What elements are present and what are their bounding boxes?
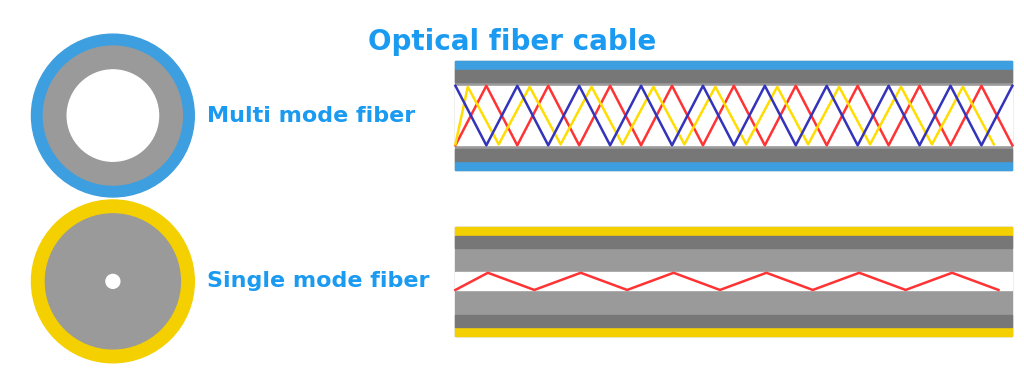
Circle shape <box>68 70 159 161</box>
Bar <box>456 236 1013 248</box>
Bar <box>456 61 1013 170</box>
Circle shape <box>32 34 195 197</box>
Bar <box>456 227 1013 336</box>
Bar <box>456 227 1013 236</box>
Circle shape <box>45 214 180 349</box>
Bar <box>456 161 1013 170</box>
Circle shape <box>105 274 120 288</box>
Circle shape <box>32 200 195 363</box>
Bar <box>456 86 1013 146</box>
Bar <box>456 272 1013 290</box>
Text: Optical fiber cable: Optical fiber cable <box>368 28 656 56</box>
Bar <box>456 149 1013 161</box>
Circle shape <box>43 46 182 185</box>
Bar <box>456 327 1013 336</box>
Bar <box>456 61 1013 70</box>
Text: Single mode fiber: Single mode fiber <box>207 271 430 291</box>
Text: Multi mode fiber: Multi mode fiber <box>207 106 416 125</box>
Bar <box>456 70 1013 82</box>
Bar <box>456 315 1013 327</box>
